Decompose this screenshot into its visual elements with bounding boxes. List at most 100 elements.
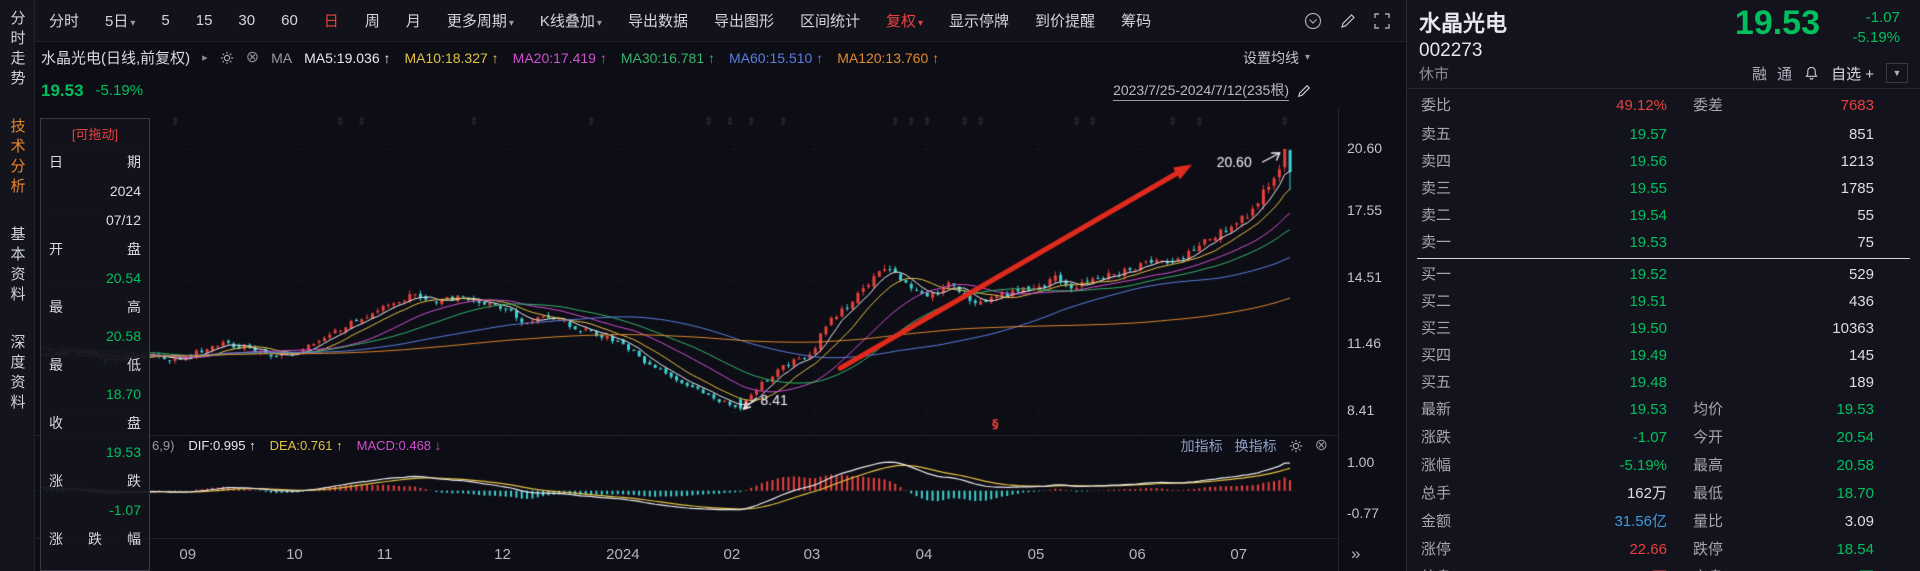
bid-row[interactable]: 买二 19.51 436 xyxy=(1407,288,1920,315)
ask-row[interactable]: 卖一 19.53 75 xyxy=(1407,229,1920,256)
label-char: 收 xyxy=(49,415,63,431)
bid-label: 买五 xyxy=(1421,374,1452,391)
stat-row: 外盘78.04万内盘84.13万 xyxy=(1407,564,1920,571)
caret-down-icon: ▾ xyxy=(130,18,136,29)
stat-value: 20.58 xyxy=(1836,457,1874,474)
sidebar-item[interactable]: 深度资料 xyxy=(8,334,26,414)
toolbar-item[interactable]: 筹码 xyxy=(1121,13,1152,30)
toolbar-item[interactable]: 周 xyxy=(364,13,380,30)
ohlc-info-box[interactable]: [可拖动] 日期 2024 07/12 开盘 20.54 最高 20.58 最低 18.70 收盘… xyxy=(40,118,150,571)
x-axis-label: 05 xyxy=(1027,546,1045,563)
stat-value: 18.70 xyxy=(1836,485,1874,502)
toolbar-item[interactable]: 60 xyxy=(281,12,298,29)
toolbar-item[interactable]: 显示停牌 xyxy=(949,13,1010,30)
toolbar-item[interactable]: 复权 ▾ xyxy=(885,13,924,30)
toolbar-item[interactable]: 到价提醒 xyxy=(1035,13,1096,30)
label-char: 日 xyxy=(49,154,63,170)
label-char: 涨 xyxy=(49,531,63,547)
stat-row: 涨停 22.66 跌停 18.54 xyxy=(1407,536,1920,564)
scroll-right-button[interactable]: » xyxy=(1351,544,1361,563)
label-char: 涨 xyxy=(49,473,63,489)
toolbar-item[interactable]: 导出数据 xyxy=(627,13,688,30)
bid-row[interactable]: 买四 19.49 145 xyxy=(1407,342,1920,369)
bid-row[interactable]: 买一 19.52 529 xyxy=(1407,261,1920,288)
sidebar-item[interactable]: 基本资料 xyxy=(8,226,26,306)
toolbar-item[interactable]: 月 xyxy=(405,13,421,30)
bid-volume: 10363 xyxy=(1832,320,1874,337)
toolbar-item[interactable]: 30 xyxy=(238,12,256,29)
info-field-label: 开盘 xyxy=(49,235,141,264)
collapse-toolbar-icon[interactable] xyxy=(1304,12,1322,30)
switch-indicator-button[interactable]: 换指标 xyxy=(1234,437,1277,454)
toolbar-item[interactable]: 更多周期 ▾ xyxy=(446,13,514,30)
ma-settings-gear-icon[interactable] xyxy=(220,51,234,65)
sidebar-item[interactable]: 技术分析 xyxy=(8,118,26,198)
ask-volume: 851 xyxy=(1848,126,1874,143)
date-range-link[interactable]: 2023/7/25-2024/7/12(235根) xyxy=(1113,80,1289,101)
fullscreen-icon[interactable] xyxy=(1374,12,1390,29)
watchlist-dropdown[interactable]: ▼ xyxy=(1886,63,1908,83)
ma-readout: MA20:17.419 ↑ xyxy=(512,49,607,66)
stock-name: 水晶光电 xyxy=(1419,11,1508,36)
info-field-label: 涨跌 xyxy=(49,467,141,496)
expand-triangle-icon[interactable]: ▸ xyxy=(202,52,208,64)
sidebar-item[interactable]: 分时走势 xyxy=(8,10,26,90)
stat-value: -5.19% xyxy=(1619,457,1667,474)
macd-readout: DIF:0.995 ↑ xyxy=(188,438,256,453)
info-field-value: -1.07 xyxy=(109,502,141,518)
bid-row[interactable]: 买五 19.48 189 xyxy=(1407,369,1920,396)
indicator-close-icon[interactable]: ⊗ xyxy=(1314,436,1328,454)
ask-row[interactable]: 卖五 19.57 851 xyxy=(1407,121,1920,148)
connect-badge[interactable]: 通 xyxy=(1777,65,1793,83)
chart-title[interactable]: 水晶光电(日线,前复权) xyxy=(41,50,191,67)
ask-price: 19.55 xyxy=(1629,180,1667,197)
quote-panel: 水晶光电 002273 19.53 -1.07 -5.19% 休市 融通 自选 … xyxy=(1406,0,1920,571)
label-char: 高 xyxy=(127,299,141,315)
stat-label: 最高 xyxy=(1693,457,1724,474)
market-status: 休市 xyxy=(1419,65,1450,83)
y-axis-gutter: 20.60 17.55 14.51 11.46 8.41 1.00 -0.77 » xyxy=(1338,108,1407,571)
ask-row[interactable]: 卖二 19.54 55 xyxy=(1407,202,1920,229)
margin-badge[interactable]: 融 xyxy=(1752,65,1768,83)
ask-price: 19.54 xyxy=(1629,207,1667,224)
bid-price: 19.48 xyxy=(1629,374,1667,391)
stat-label: 最新 xyxy=(1421,401,1452,418)
macd-readout: DEA:0.761 ↑ xyxy=(269,438,343,453)
caret-down-icon: ▾ xyxy=(1304,52,1310,63)
bid-row[interactable]: 买三 19.50 10363 xyxy=(1407,315,1920,342)
bid-volume: 436 xyxy=(1848,293,1874,310)
add-indicator-button[interactable]: 加指标 xyxy=(1180,437,1223,454)
bid-label: 买四 xyxy=(1421,347,1452,364)
stat-label: 外盘 xyxy=(1421,564,1481,571)
toolbar-item[interactable]: 15 xyxy=(195,12,213,29)
draw-tools-icon[interactable] xyxy=(1340,13,1356,29)
indicator-settings-gear-icon[interactable] xyxy=(1289,439,1303,453)
stat-value: -1.07 xyxy=(1632,429,1667,446)
macd-chart-canvas[interactable] xyxy=(35,455,1338,538)
drag-handle-label[interactable]: [可拖动] xyxy=(71,127,119,142)
toolbar-item[interactable]: 5 xyxy=(161,12,170,29)
ask-row[interactable]: 卖四 19.56 1213 xyxy=(1407,148,1920,175)
toolbar-item[interactable]: 导出图形 xyxy=(713,13,774,30)
stat-value: 162万 xyxy=(1626,485,1667,502)
ma-settings-button[interactable]: 设置均线 ▾ xyxy=(1243,48,1406,68)
main-chart-canvas[interactable] xyxy=(35,108,1338,435)
add-watchlist-button[interactable]: 自选 + xyxy=(1831,65,1874,83)
ma-close-icon[interactable]: ⊗ xyxy=(245,48,260,66)
stat-value: 18.54 xyxy=(1836,541,1874,558)
toolbar-item[interactable]: 5日 ▾ xyxy=(105,13,136,30)
label-char: 开 xyxy=(49,241,63,257)
ask-row[interactable]: 卖三 19.55 1785 xyxy=(1407,175,1920,202)
toolbar-item[interactable]: K线叠加 ▾ xyxy=(539,13,602,30)
annotate-pen-icon[interactable] xyxy=(1297,84,1311,98)
toolbar-item[interactable]: 分时 xyxy=(49,13,80,30)
stat-row: 最新 19.53 均价 19.53 xyxy=(1407,396,1920,424)
alerts-bell-icon[interactable] xyxy=(1804,66,1819,81)
bid-levels: 买一 19.52 529 买二 19.51 436 买三 19.50 10363 买四 19.49 1… xyxy=(1407,261,1920,396)
stat-label: 涨跌 xyxy=(1421,429,1452,446)
toolbar-item[interactable]: 区间统计 xyxy=(799,13,860,30)
left-nav-sidebar: 分时走势技术分析基本资料深度资料 xyxy=(0,0,35,571)
ask-price: 19.57 xyxy=(1629,126,1667,143)
toolbar-item[interactable]: 日 xyxy=(323,13,339,30)
quote-stats: 最新 19.53 均价 19.53 涨跌 -1.07 今开 20.54 涨幅 -5.19% 最高 20… xyxy=(1407,396,1920,571)
